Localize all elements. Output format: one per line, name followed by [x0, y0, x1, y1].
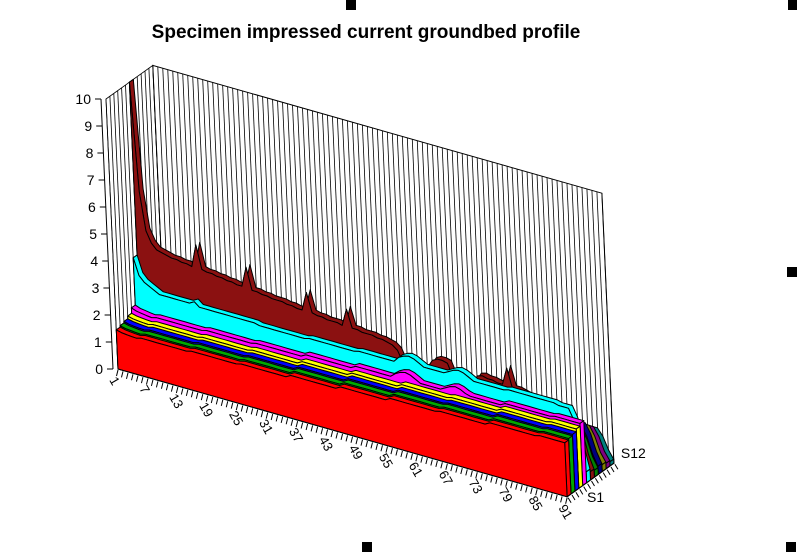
y-axis-tick-label: 5	[89, 226, 97, 242]
x-axis-tick-label: 37	[286, 425, 306, 445]
selection-handle-top-center[interactable]	[346, 0, 356, 10]
y-axis-tick-label: 4	[90, 253, 98, 269]
series-axis[interactable]: S1 S12	[566, 445, 646, 505]
x-axis-tick-label: 61	[406, 459, 426, 479]
x-axis-tick-label: 7	[136, 383, 153, 397]
series-S1[interactable]	[115, 326, 572, 498]
y-axis-tick-label: 6	[88, 199, 96, 215]
x-axis-tick-label: 55	[376, 451, 396, 471]
category-axis[interactable]: 17 13 19 25 31 37 43 49 55 61 67 73 79 85 91	[106, 368, 576, 522]
x-axis-tick-label: 49	[346, 442, 366, 462]
selection-handle-bottom-center[interactable]	[362, 542, 372, 552]
series-axis-label-s1: S1	[587, 489, 604, 505]
x-axis-tick-label: 13	[166, 391, 186, 411]
chart-title[interactable]: Specimen impressed current groundbed pro…	[151, 22, 581, 43]
x-axis-tick-label: 67	[436, 468, 456, 488]
y-axis-tick-label: 0	[95, 361, 103, 377]
selection-handle-right-middle[interactable]	[787, 267, 797, 277]
selection-handle-bottom-right[interactable]	[786, 542, 796, 552]
x-axis-tick-label: 19	[196, 400, 216, 420]
x-axis-tick-label: 73	[466, 476, 486, 496]
y-axis-tick-label: 1	[94, 334, 102, 350]
y-axis-tick-label: 9	[84, 118, 92, 134]
x-axis-tick-label: 31	[256, 417, 276, 437]
x-axis-tick-label: 91	[556, 502, 576, 522]
series-axis-label-s12: S12	[621, 445, 646, 461]
x-axis-tick-label: 43	[316, 434, 336, 454]
y-axis-tick-label: 3	[92, 280, 100, 296]
x-axis-tick-label: 1	[106, 374, 123, 388]
x-axis-tick-label: 25	[226, 408, 246, 428]
y-axis-tick-label: 2	[93, 307, 101, 323]
y-axis-tick-label: 7	[87, 172, 95, 188]
y-axis-tick-label: 8	[86, 145, 94, 161]
selection-handle-top-right[interactable]	[788, 0, 797, 10]
y-axis-tick-label: 10	[75, 91, 91, 107]
x-axis-tick-label: 79	[496, 485, 516, 505]
value-axis[interactable]: 0 1 2 3 4 5 6 7 8 9 10	[75, 91, 114, 377]
x-axis-tick-label: 85	[526, 493, 546, 513]
